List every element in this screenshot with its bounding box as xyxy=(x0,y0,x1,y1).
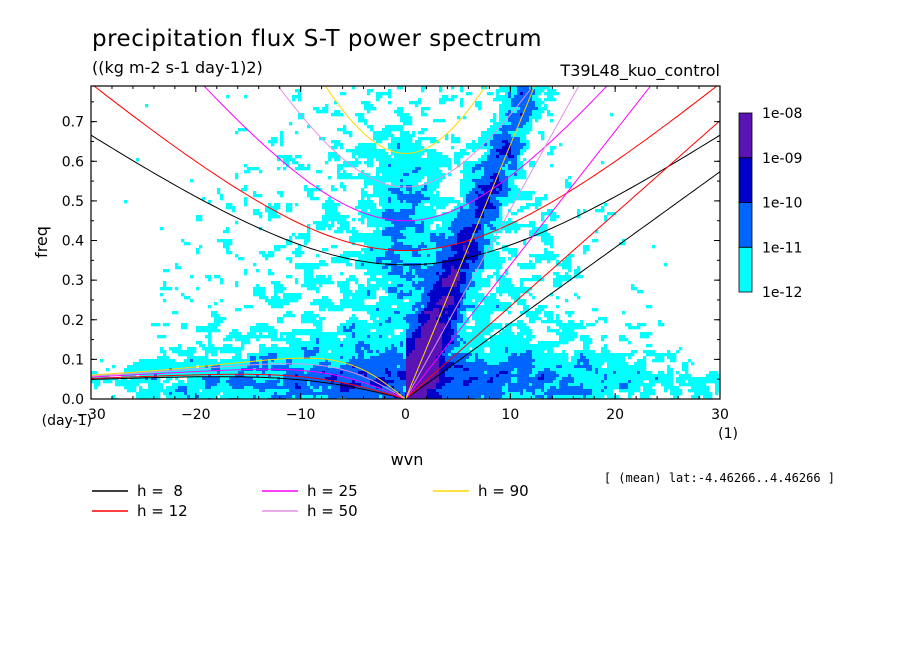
dispersion-curve-h25-inertia-gravity xyxy=(203,86,608,222)
y-tick-label: 0.2 xyxy=(62,313,84,329)
dispersion-curve-h12-rossby xyxy=(91,373,406,399)
dispersion-curve-h8-rossby xyxy=(91,376,406,399)
colorbar-label: 1e-12 xyxy=(762,285,802,301)
chart-title: precipitation flux S-T power spectrum xyxy=(92,26,542,52)
colorbar-swatch xyxy=(738,246,753,293)
y-axis-label: freq xyxy=(32,226,51,258)
y-tick-label: 0.5 xyxy=(62,194,84,210)
chart-subtitle: ((kg m-2 s-1 day-1)2) xyxy=(92,58,263,77)
power-field xyxy=(91,86,720,399)
colorbar-label: 1e-08 xyxy=(762,106,802,122)
dispersion-curves xyxy=(91,86,720,399)
colorbar-label: 1e-10 xyxy=(762,196,802,212)
x-tick-label: 30 xyxy=(711,407,729,423)
colorbar: 1e-12 1e-11 1e-10 1e-09 1e-08 xyxy=(738,106,802,301)
x-tick-label: −20 xyxy=(181,407,211,423)
legend-label: h = 50 xyxy=(307,502,358,520)
x-axis: −30 −20 −10 0 10 20 30 xyxy=(76,86,729,423)
dispersion-curve-h50-kelvin xyxy=(405,86,580,399)
legend-label: h = 25 xyxy=(307,482,358,500)
y-axis: 0.0 0.1 0.2 0.3 0.4 0.5 0.6 0.7 xyxy=(62,101,720,408)
dispersion-curve-h12-inertia-gravity xyxy=(93,86,718,252)
legend-label: h = 8 xyxy=(137,482,183,500)
dispersion-curve-h90-kelvin xyxy=(405,86,536,399)
colorbar-label: 1e-09 xyxy=(762,151,802,167)
y-tick-label: 0.0 xyxy=(62,392,84,408)
x-axis-label: wvn xyxy=(391,450,424,469)
y-tick-label: 0.1 xyxy=(62,352,84,368)
dispersion-curve-h90-inertia-gravity xyxy=(324,86,487,154)
y-tick-label: 0.3 xyxy=(62,273,84,289)
y-tick-label: 0.7 xyxy=(62,115,84,131)
colorbar-swatch xyxy=(738,157,753,203)
dispersion-curve-h50-inertia-gravity xyxy=(277,86,534,188)
x-tick-label: 10 xyxy=(501,407,519,423)
colorbar-label: 1e-11 xyxy=(762,240,802,256)
dispersion-curve-h8-inertia-gravity xyxy=(91,134,720,266)
dispersion-curve-h90-rossby xyxy=(91,357,406,399)
run-label: T39L48_kuo_control xyxy=(559,61,720,81)
dispersion-curve-h50-rossby xyxy=(91,363,406,399)
legend-label: h = 12 xyxy=(137,502,188,520)
x-tick-label: −30 xyxy=(76,407,106,423)
dispersion-curve-h25-rossby xyxy=(91,368,406,399)
y-tick-label: 0.4 xyxy=(62,234,84,250)
x-unit-label: (1) xyxy=(718,426,738,442)
y-tick-label: 0.6 xyxy=(62,154,84,170)
legend-label: h = 90 xyxy=(478,482,529,500)
dispersion-curve-h12-kelvin xyxy=(405,120,720,399)
lat-annotation: [ (mean) lat:-4.46266..4.46266 ] xyxy=(604,471,835,485)
x-tick-label: 20 xyxy=(606,407,624,423)
x-tick-label: −10 xyxy=(286,407,316,423)
colorbar-swatch xyxy=(738,202,753,248)
y-unit-label: (day-1) xyxy=(42,413,92,429)
legend: h = 8 h = 12 h = 25 h = 50 h = 90 xyxy=(92,482,529,520)
dispersion-curve-h25-kelvin xyxy=(405,86,652,399)
x-tick-label: 0 xyxy=(401,407,410,423)
dispersion-curve-h8-kelvin xyxy=(405,171,720,399)
colorbar-swatch xyxy=(738,112,753,159)
